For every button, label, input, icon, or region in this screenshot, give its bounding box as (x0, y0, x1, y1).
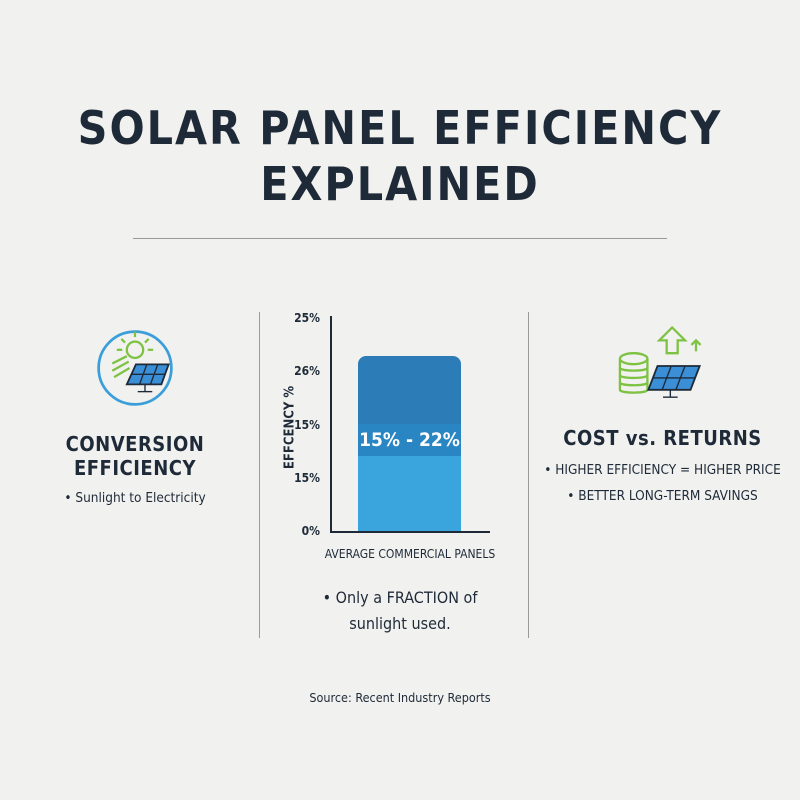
y-tick-label: 0% (301, 524, 320, 538)
title-divider (133, 238, 667, 239)
column-divider (528, 312, 529, 638)
y-tick-label: 15% (294, 417, 320, 432)
chart-note: • Only a FRACTION of sunlight used. (322, 588, 478, 633)
range-band: 15% - 22% (358, 423, 461, 456)
source-note: Source: Recent Industry Reports (309, 690, 491, 705)
sun-solar-panel-icon (97, 330, 173, 406)
bullet-item: • BETTER LONG-TERM SAVINGS (567, 488, 758, 504)
section-heading: COST vs. RETURNS (563, 426, 762, 450)
section-heading: CONVERSION EFFICIENCY (65, 432, 205, 480)
bar-average-commercial-panels: 15% - 22% (358, 355, 461, 531)
data-label: 15% - 22% (359, 428, 460, 451)
page-title: SOLAR PANEL EFFICIENCY EXPLAINED (77, 101, 723, 211)
coins-solar-panel-growth-icon (618, 325, 701, 398)
x-axis (330, 531, 490, 533)
y-tick-label: 15% (294, 470, 320, 485)
bullet-item: • HIGHER EFFICIENCY = HIGHER PRICE (544, 462, 781, 478)
y-tick-label: 25% (294, 311, 320, 325)
bar-lower-segment (358, 455, 461, 531)
bullet-item: • Sunlight to Electricity (64, 490, 206, 506)
column-divider (259, 312, 260, 638)
conversion-efficiency-section: CONVERSION EFFICIENCY • Sunlight to Elec… (20, 318, 250, 506)
x-axis-label: AVERAGE COMMERCIAL PANELS (324, 547, 496, 561)
y-axis (330, 316, 332, 532)
y-tick-label: 26% (294, 364, 320, 379)
cost-returns-section: COST vs. RETURNS • HIGHER EFFICIENCY = H… (540, 320, 785, 504)
efficiency-bar-chart: EFFCENCY % 0% 15% 15% 26% 25% 15% - 22% AVER… (260, 300, 530, 570)
